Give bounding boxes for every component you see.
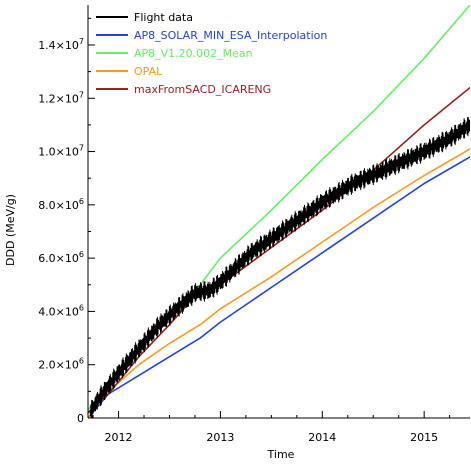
series-line-opal <box>88 148 470 418</box>
legend-label-maxfromsacd-icareng: maxFromSACD_ICARENG <box>134 83 271 96</box>
y-tick-label: 4.0×106 <box>38 303 84 318</box>
series-line-ap8-solar-min-esa-interpolation <box>88 156 470 418</box>
x-tick-label: 2012 <box>105 431 133 444</box>
y-tick-label: 0 <box>77 412 84 425</box>
y-tick-label: 8.0×106 <box>38 197 84 212</box>
series-layer <box>88 5 470 418</box>
axes-layer: 2012 2013 2014 2015 0 2.0×106 4.0×106 6.0×106 8.… <box>38 5 470 444</box>
y-tick-label: 6.0×106 <box>38 250 84 265</box>
legend-label-ap8-solar-min-esa-interpolation: AP8_SOLAR_MIN_ESA_Interpolation <box>134 29 327 42</box>
x-tick-label: 2013 <box>206 431 234 444</box>
legend: Flight data AP8_SOLAR_MIN_ESA_Interpolati… <box>96 11 327 96</box>
legend-label-opal: OPAL <box>134 65 163 78</box>
series-line-flight-data <box>89 116 470 418</box>
y-tick-label: 1.4×107 <box>38 37 84 52</box>
legend-label-flight-data: Flight data <box>134 11 193 24</box>
y-tick-label: 2.0×106 <box>38 357 84 372</box>
x-tick-label: 2014 <box>308 431 336 444</box>
x-axis-title: Time <box>267 448 295 461</box>
x-tick-label: 2015 <box>410 431 438 444</box>
y-axis-title: DDD (MeV/g) <box>4 194 17 266</box>
legend-label-ap8-v1-20-002-mean: AP8_V1.20.002_Mean <box>134 47 253 60</box>
y-tick-label: 1.0×107 <box>38 144 84 159</box>
y-tick-label: 1.2×107 <box>38 90 84 105</box>
